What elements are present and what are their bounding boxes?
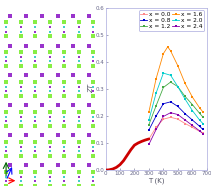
Y-axis label: ZT: ZT [88,84,94,93]
Legend: x = 0.0, x = 0.8, x = 1.2, x = 1.6, x = 2.0, x = 2.4: x = 0.0, x = 0.8, x = 1.2, x = 1.6, x = … [139,10,204,31]
X-axis label: T (K): T (K) [148,178,164,184]
